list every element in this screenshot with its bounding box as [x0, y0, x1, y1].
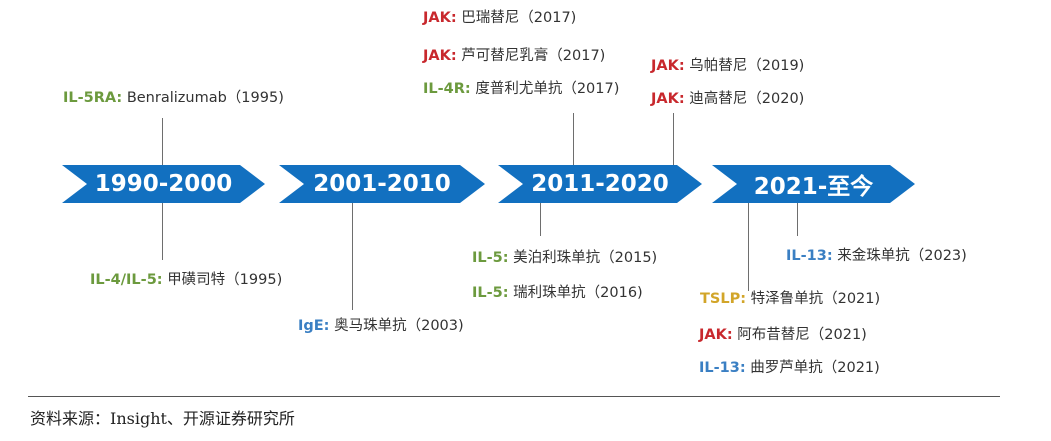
event-label: JAK: 阿布昔替尼（2021) — [699, 326, 867, 344]
event-target: JAK: — [423, 48, 457, 64]
event-drug: 曲罗芦单抗（2021) — [750, 360, 880, 376]
connector-line — [748, 203, 749, 291]
event-drug: 来金珠单抗（2023) — [837, 248, 967, 264]
event-drug: 巴瑞替尼（2017) — [461, 10, 577, 26]
period-chevron-1990-2000: 1990-2000 — [62, 165, 265, 203]
period-chevron-2011-2020: 2011-2020 — [498, 165, 702, 203]
event-label: IL-13: 来金珠单抗（2023) — [786, 247, 967, 265]
event-label: IL-13: 曲罗芦单抗（2021) — [699, 359, 880, 377]
event-target: JAK: — [699, 327, 733, 343]
event-target: IL-13: — [699, 360, 746, 376]
period-chevron-2021-now: 2021-至今 — [712, 165, 915, 203]
event-drug: 甲磺司特（1995) — [167, 272, 283, 288]
event-drug: 芦可替尼乳膏（2017) — [461, 48, 606, 64]
event-label: JAK: 迪高替尼（2020) — [651, 90, 804, 108]
connector-line — [573, 113, 574, 165]
connector-line — [540, 203, 541, 236]
event-label: IgE: 奥马珠单抗（2003) — [298, 317, 464, 335]
event-label: IL-5: 美泊利珠单抗（2015) — [472, 249, 657, 267]
event-target: JAK: — [651, 58, 685, 74]
event-drug: 特泽鲁单抗（2021) — [750, 291, 881, 307]
connector-line — [162, 118, 163, 165]
event-label: IL-5RA: Benralizumab（1995) — [63, 89, 284, 107]
source-note: 资料来源：Insight、开源证券研究所 — [30, 409, 295, 428]
event-label: JAK: 乌帕替尼（2019) — [651, 57, 804, 75]
connector-line — [797, 203, 798, 236]
event-label: JAK: 芦可替尼乳膏（2017) — [423, 47, 605, 65]
event-label: JAK: 巴瑞替尼（2017) — [423, 9, 576, 27]
event-drug: 瑞利珠单抗（2016) — [513, 285, 643, 301]
divider — [28, 396, 1000, 397]
event-label: TSLP: 特泽鲁单抗（2021) — [700, 290, 880, 308]
period-chevron-2001-2010: 2001-2010 — [279, 165, 485, 203]
event-drug: 美泊利珠单抗（2015) — [513, 250, 658, 266]
event-drug: 阿布昔替尼（2021) — [737, 327, 867, 343]
event-drug: 度普利尤单抗（2017) — [475, 81, 620, 97]
event-target: IgE: — [298, 318, 330, 334]
connector-line — [352, 203, 353, 310]
connector-line — [673, 113, 674, 165]
event-target: IL-13: — [786, 248, 833, 264]
event-target: IL-5: — [472, 250, 509, 266]
event-drug: 奥马珠单抗（2003) — [334, 318, 464, 334]
event-label: IL-4R: 度普利尤单抗（2017) — [423, 80, 619, 98]
event-drug: 迪高替尼（2020) — [689, 91, 805, 107]
event-label: IL-5: 瑞利珠单抗（2016) — [472, 284, 643, 302]
connector-line — [162, 203, 163, 260]
event-drug: Benralizumab（1995) — [126, 90, 284, 106]
event-target: JAK: — [651, 91, 685, 107]
event-label: IL-4/IL-5: 甲磺司特（1995) — [90, 271, 282, 289]
event-target: IL-5: — [472, 285, 509, 301]
event-target: IL-5RA: — [63, 90, 123, 106]
event-target: IL-4R: — [423, 81, 471, 97]
event-target: JAK: — [423, 10, 457, 26]
event-drug: 乌帕替尼（2019) — [689, 58, 805, 74]
event-target: TSLP: — [700, 291, 746, 307]
event-target: IL-4/IL-5: — [90, 272, 163, 288]
